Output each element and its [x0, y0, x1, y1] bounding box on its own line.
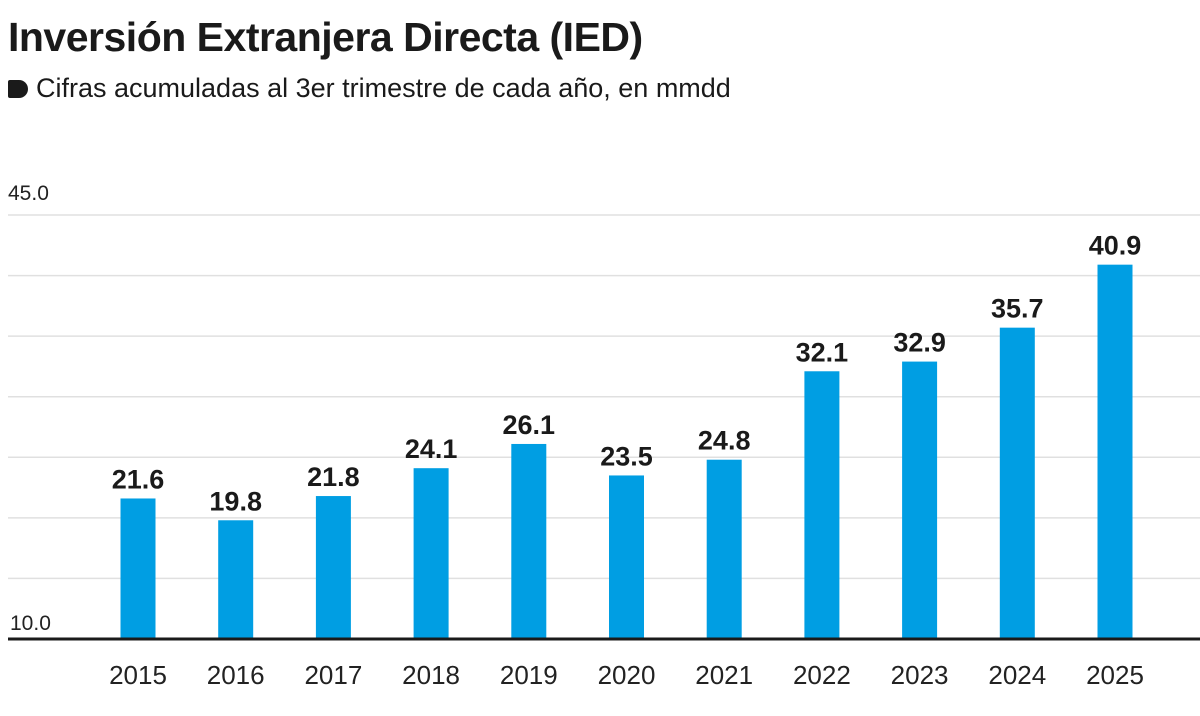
x-tick-label: 2021 — [695, 660, 753, 690]
data-label: 26.1 — [503, 410, 556, 440]
data-label: 24.8 — [698, 426, 751, 456]
data-label: 21.8 — [307, 462, 360, 492]
data-label: 23.5 — [600, 441, 653, 471]
y-tick-label: 10.0 — [10, 612, 51, 635]
data-label: 32.1 — [796, 337, 849, 367]
bullet-icon — [8, 79, 28, 98]
subtitle-text: Cifras acumuladas al 3er trimestre de ca… — [36, 73, 731, 103]
chart-title: Inversión Extranjera Directa (IED) — [8, 14, 643, 60]
chart-subtitle: Cifras acumuladas al 3er trimestre de ca… — [8, 73, 731, 104]
x-tick-label: 2019 — [500, 660, 558, 690]
x-tick-label: 2022 — [793, 660, 851, 690]
x-tick-label: 2025 — [1086, 660, 1144, 690]
bars — [120, 264, 1133, 639]
y-tick-label: 45.0 — [8, 182, 49, 205]
x-axis-ticks: 2015 2016 2017 2018 2019 2020 2021 2022 2023 2024… — [109, 660, 1144, 690]
x-tick-label: 2023 — [891, 660, 949, 690]
x-tick-label: 2020 — [598, 660, 656, 690]
data-label: 19.8 — [209, 486, 262, 516]
x-tick-label: 2017 — [304, 660, 362, 690]
bar — [999, 327, 1035, 639]
y-axis-ticks: 10.0 45.0 — [8, 182, 51, 635]
x-tick-label: 2024 — [988, 660, 1046, 690]
data-label: 35.7 — [991, 294, 1044, 324]
x-tick-label: 2018 — [402, 660, 460, 690]
x-tick-label: 2016 — [207, 660, 265, 690]
bar — [120, 498, 156, 639]
bar — [413, 468, 449, 639]
bar — [706, 459, 742, 639]
bar — [804, 371, 840, 639]
bar — [609, 475, 644, 639]
data-label: 24.1 — [405, 434, 458, 464]
data-label: 40.9 — [1089, 231, 1142, 261]
data-label: 21.6 — [112, 464, 165, 494]
data-labels: 21.6 19.8 21.8 24.1 26.1 23.5 24.8 32.1 32.9 35.7… — [112, 231, 1142, 517]
bar — [511, 443, 547, 639]
bar — [315, 496, 351, 639]
bar — [902, 361, 938, 639]
data-label: 32.9 — [893, 328, 946, 358]
bar — [218, 520, 254, 639]
bar — [1097, 264, 1133, 639]
x-tick-label: 2015 — [109, 660, 167, 690]
